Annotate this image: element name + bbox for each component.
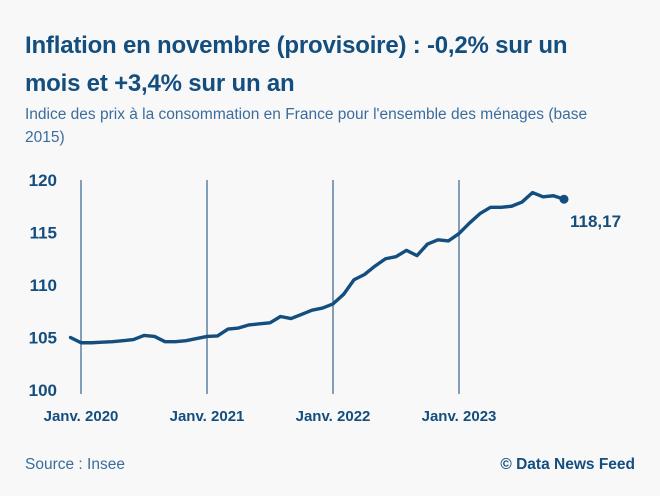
last-value-label: 118,17 [570,212,621,231]
y-axis-tick-label: 105 [29,329,57,348]
y-axis-tick-label: 100 [29,381,57,400]
x-axis-tick-label: Janv. 2020 [44,408,119,425]
y-axis-tick-label: 115 [30,224,57,243]
y-axis-tick-label: 110 [30,276,57,295]
y-axis-tick-label: 120 [29,171,57,190]
chart-subtitle: Indice des prix à la consommation en Fra… [25,106,588,146]
source-text: Source : Insee [25,456,125,473]
credit-text: © Data News Feed [500,456,635,473]
x-axis-tick-label: Janv. 2023 [422,408,497,425]
chart-title: Inflation en novembre (provisoire) : -0,… [25,32,568,97]
cpi-line [68,190,566,345]
x-axis-tick-label: Janv. 2021 [170,408,245,425]
last-point-marker [559,194,569,204]
x-axis-tick-label: Janv. 2022 [296,408,371,425]
